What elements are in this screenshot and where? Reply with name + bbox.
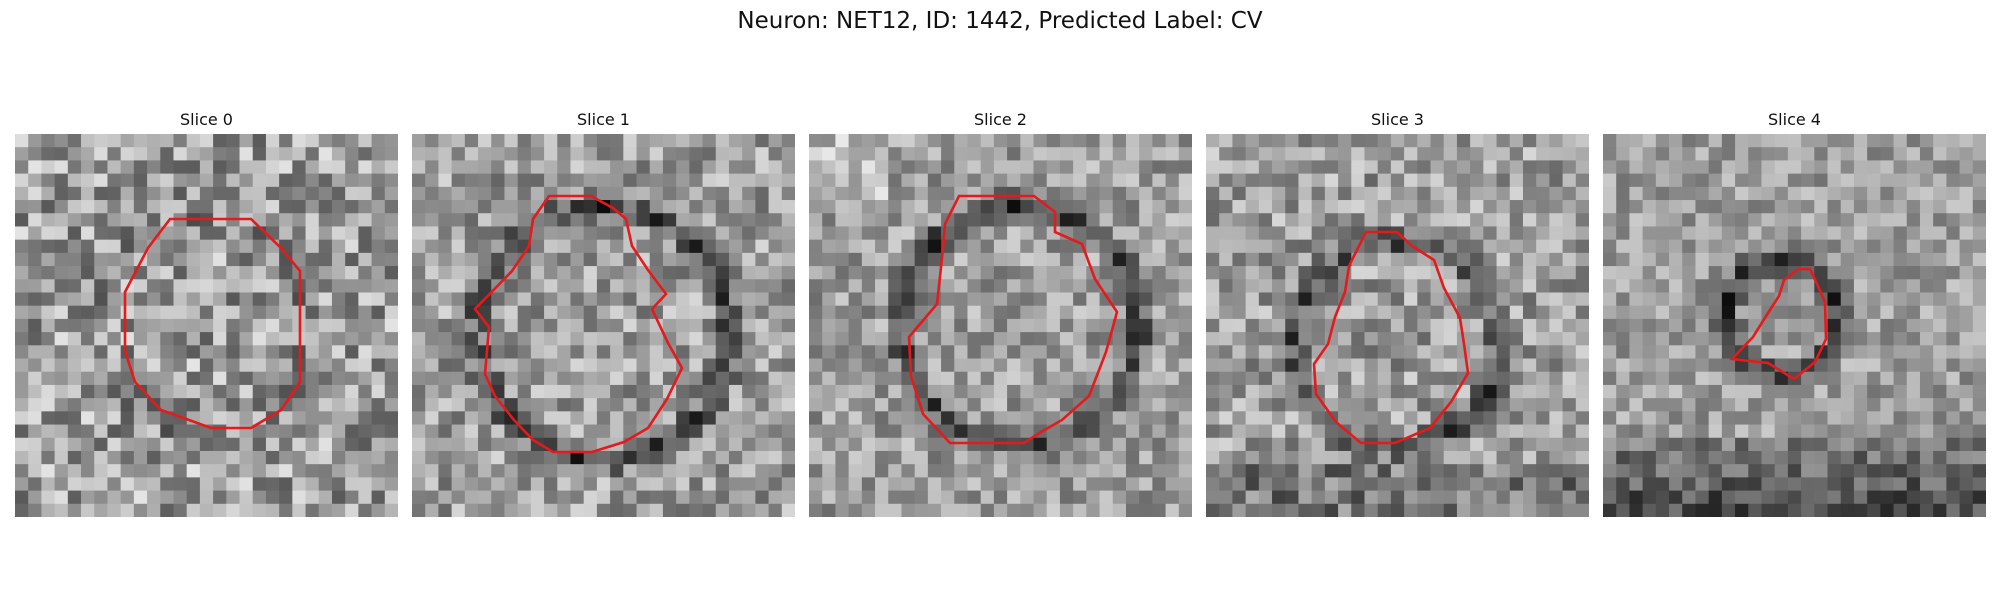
slice-1-image xyxy=(412,134,795,517)
slice-2-svg xyxy=(809,134,1192,517)
figure-title: Neuron: NET12, ID: 1442, Predicted Label… xyxy=(0,8,2000,34)
slice-2-pixels xyxy=(809,134,1192,517)
slice-1-pixels xyxy=(412,134,795,517)
slice-2-title: Slice 2 xyxy=(809,110,1192,129)
slice-4-image xyxy=(1603,134,1986,517)
slice-0-title: Slice 0 xyxy=(15,110,398,129)
slice-0-image xyxy=(15,134,398,517)
slice-0-svg xyxy=(15,134,398,517)
slice-4-pixels xyxy=(1603,134,1986,517)
slice-1-title: Slice 1 xyxy=(412,110,795,129)
slice-3-image xyxy=(1206,134,1589,517)
slice-4-title: Slice 4 xyxy=(1603,110,1986,129)
slice-0-pixels xyxy=(15,134,398,517)
slice-1-svg xyxy=(412,134,795,517)
slice-3-title: Slice 3 xyxy=(1206,110,1589,129)
slice-3-pixels xyxy=(1206,134,1589,517)
slice-2-image xyxy=(809,134,1192,517)
slice-4-svg xyxy=(1603,134,1986,517)
slice-3-svg xyxy=(1206,134,1589,517)
